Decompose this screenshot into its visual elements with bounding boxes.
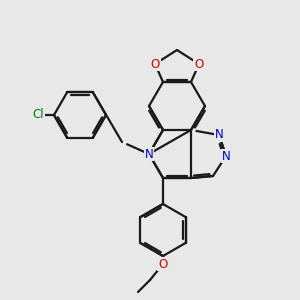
Text: O: O [150,58,160,70]
Text: N: N [145,148,153,160]
Text: N: N [214,128,224,142]
Text: N: N [222,149,230,163]
Text: O: O [194,58,204,70]
Text: Cl: Cl [32,109,44,122]
Text: O: O [158,257,168,271]
